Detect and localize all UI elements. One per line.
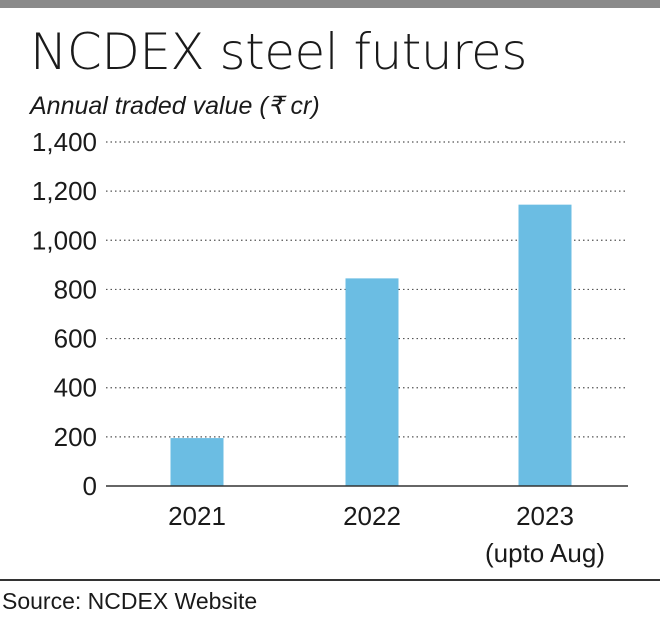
y-tick-label: 400 bbox=[54, 373, 97, 403]
x-tick-label: 2021 bbox=[168, 501, 226, 531]
y-tick-label: 1,000 bbox=[32, 225, 97, 255]
x-axis-tick-labels: 2021 2022 2023 (upto Aug) bbox=[168, 501, 605, 568]
chart-title: NCDEX steel futures bbox=[30, 23, 527, 81]
x-tick-label: 2022 bbox=[343, 501, 401, 531]
y-tick-label: 600 bbox=[54, 324, 97, 354]
bar-2021 bbox=[170, 438, 224, 486]
y-tick-label: 0 bbox=[83, 471, 97, 501]
y-tick-label: 1,400 bbox=[32, 127, 97, 157]
source-divider bbox=[0, 579, 660, 581]
x-tick-sublabel: (upto Aug) bbox=[485, 538, 605, 568]
top-color-band bbox=[0, 0, 660, 8]
bar-2022 bbox=[345, 278, 399, 486]
y-tick-label: 200 bbox=[54, 422, 97, 452]
y-tick-label: 1,200 bbox=[32, 176, 97, 206]
y-tick-label: 800 bbox=[54, 274, 97, 304]
x-tick-label: 2023 bbox=[516, 501, 574, 531]
y-axis-tick-labels: 0 200 400 600 800 1,000 1,200 1,400 bbox=[32, 127, 97, 501]
chart-subtitle: Annual traded value (₹ cr) bbox=[30, 92, 320, 120]
source-note: Source: NCDEX Website bbox=[2, 588, 258, 614]
bars bbox=[170, 204, 572, 486]
bar-2023 bbox=[518, 204, 572, 486]
